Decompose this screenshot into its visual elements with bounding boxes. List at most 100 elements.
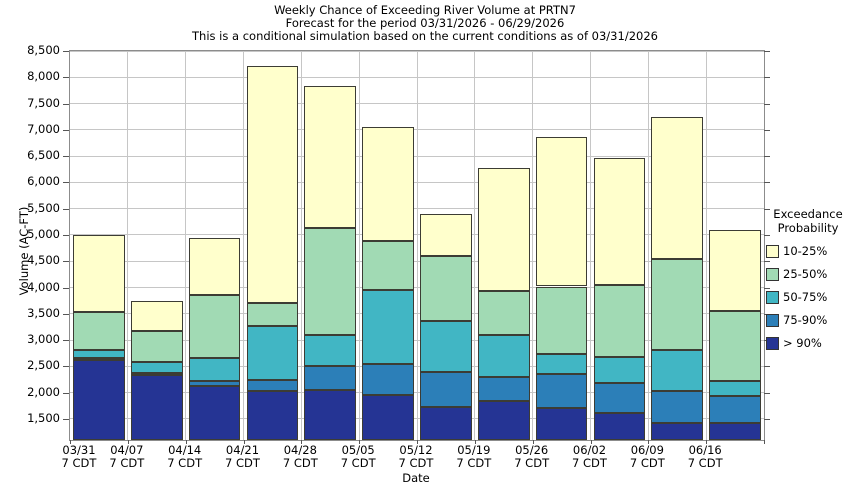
x-tick-mark [301,440,303,444]
x-tick-label: 05/26 7 CDT [514,444,549,470]
gridline-vertical [127,51,129,440]
bar-04-28-segment-90 [304,390,357,440]
x-tick-mark [532,440,534,444]
gridline-vertical [705,51,707,440]
bar-04-28-segment-5075 [304,334,357,367]
legend-item-label: 25-50% [783,267,828,281]
bar-05-19-segment-90 [477,401,530,440]
y-tick-mark [63,287,69,289]
gridline-vertical [532,51,534,440]
y-tick-mark [63,366,69,368]
chart-title-block: Weekly Chance of Exceeding River Volume … [0,4,850,43]
bar-04-14-segment-7590 [188,380,241,386]
y-tick-label: 6,500 [27,148,60,163]
x-tick-label: 04/14 7 CDT [167,444,202,470]
bar-06-16-segment-7590 [709,395,761,424]
bar-06-09-segment-2550 [651,258,704,350]
bar-04-07-segment-5075 [130,362,183,373]
gridline-vertical [358,51,360,440]
x-tick-label-date: 06/02 [572,443,607,457]
x-tick-label: 06/09 7 CDT [630,444,665,470]
y-tick-mark [63,51,69,52]
legend-swatch-icon [766,267,779,281]
bar-05-05-segment-7590 [362,364,414,396]
y-tick-label: 2,000 [27,384,60,399]
x-tick-label-time: 7 CDT [687,456,723,470]
y-tick-mark [764,208,770,210]
legend-item: 25-50% [766,267,850,281]
y-tick-label: 5,000 [27,226,60,241]
bar-05-26-segment-1025 [535,137,588,287]
y-tick-mark [63,182,69,184]
y-tick-label: 6,000 [27,174,60,189]
y-tick-mark [764,156,770,158]
legend-item: 50-75% [766,290,850,304]
bar-06-16-segment-1025 [709,229,761,311]
x-tick-label-time: 7 CDT [572,456,607,470]
x-tick-label-date: 04/07 [110,443,144,457]
bar-04-28-segment-7590 [304,366,357,391]
legend-swatch-icon [766,313,779,327]
bar-06-02-segment-5075 [593,357,646,383]
x-tick-mark [648,440,650,444]
x-tick-label-time: 7 CDT [282,456,318,470]
x-tick-mark [127,440,129,444]
y-tick-mark [63,77,69,79]
bar-04-21-segment-7590 [246,380,299,391]
x-tick-label: 05/05 7 CDT [341,444,376,470]
y-tick-mark [63,392,69,394]
bar-05-26-segment-2550 [535,286,588,354]
y-tick-label: 8,000 [27,69,60,84]
bar-06-16-segment-5075 [709,380,761,396]
bar-04-07-segment-2550 [130,331,183,363]
x-tick-label: 03/31 7 CDT [62,444,97,470]
bar-05-05-segment-2550 [362,240,414,291]
y-tick-mark [764,392,770,394]
y-tick-mark [764,418,770,420]
x-tick-mark [243,440,245,444]
bar-05-19-segment-7590 [477,376,530,402]
legend-title-line2: Probability [777,220,839,235]
legend-swatch-icon [766,290,779,304]
legend-item: 75-90% [766,313,850,327]
y-tick-mark [764,103,770,105]
bar-05-12-segment-90 [420,406,472,440]
bar-04-21-segment-90 [246,390,299,440]
bar-06-02-segment-1025 [593,158,646,285]
bar-03-31-segment-7590 [73,357,125,360]
legend-item-label: 10-25% [783,244,828,258]
x-tick-label: 06/16 7 CDT [688,444,723,470]
bar-06-09-segment-90 [651,422,704,440]
bar-04-14-segment-5075 [188,357,241,381]
y-tick-mark [764,51,770,52]
x-tick-label-date: 04/21 [225,443,260,457]
x-tick-label-date: 05/05 [341,443,375,457]
x-tick-label-time: 7 CDT [167,456,203,470]
x-tick-label: 04/28 7 CDT [283,444,318,470]
x-tick-label-time: 7 CDT [109,456,145,470]
y-tick-label: 4,500 [27,253,60,268]
x-tick-label-time: 7 CDT [340,456,376,470]
gridline-vertical [647,51,649,440]
bar-04-14-segment-90 [188,385,241,440]
bar-04-07-segment-1025 [130,300,183,332]
bar-04-14-segment-1025 [188,237,241,295]
x-tick-label-date: 06/09 [630,443,664,457]
x-tick-label-date: 05/19 [457,443,491,457]
y-tick-mark [764,129,770,131]
x-tick-label-time: 7 CDT [61,456,97,470]
y-tick-label: 8,500 [27,43,60,57]
x-tick-mark [70,440,71,444]
x-tick-mark [474,440,476,444]
y-tick-label: 1,500 [27,410,60,425]
bar-04-28-segment-1025 [304,85,357,229]
y-axis-title: Volume (AC-FT) [17,206,31,296]
bar-05-05-segment-1025 [362,126,414,241]
bar-06-09-segment-5075 [651,349,704,392]
y-tick-mark [63,261,69,263]
bar-06-16-segment-2550 [709,310,761,381]
bar-04-21-segment-2550 [246,303,299,326]
legend: Exceedance Probability 10-25% 25-50% 50-75… [766,207,850,350]
legend-item-label: > 90% [783,336,822,350]
